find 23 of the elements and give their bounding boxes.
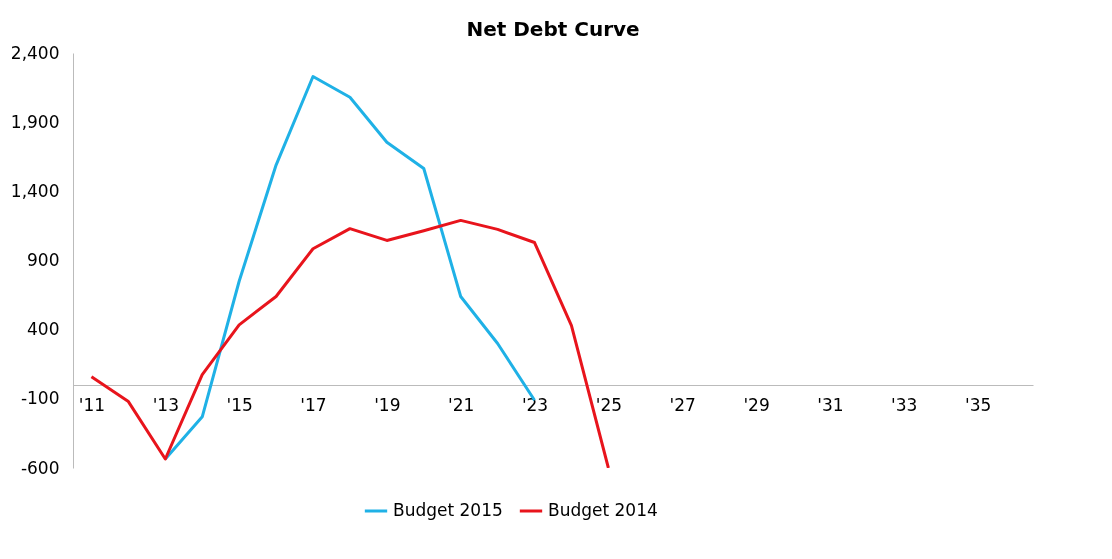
y-tick-label: 1,400 bbox=[10, 180, 60, 201]
x-tick-label: '11 bbox=[78, 394, 106, 415]
x-tick-label: '35 bbox=[964, 394, 992, 415]
x-tick-label: '33 bbox=[891, 394, 918, 415]
x-tick-label: '25 bbox=[595, 394, 623, 415]
x-tick-label: '13 bbox=[152, 394, 179, 415]
x-tick-label: '31 bbox=[817, 394, 844, 415]
x-tick-label: '23 bbox=[521, 394, 549, 415]
x-tick-label: '17 bbox=[300, 394, 327, 415]
x-tick-label: '29 bbox=[743, 394, 770, 415]
y-tick-label: 400 bbox=[27, 319, 60, 340]
y-tick-label: 2,400 bbox=[10, 42, 60, 63]
x-tick-label: '19 bbox=[374, 394, 401, 415]
x-tick-label: '21 bbox=[448, 394, 475, 415]
y-tick-label: -600 bbox=[20, 457, 60, 478]
legend-label: Budget 2015 bbox=[393, 500, 503, 520]
y-tick-label: 900 bbox=[27, 250, 60, 270]
y-tick-label: 1,900 bbox=[10, 111, 60, 132]
chart-title: Net Debt Curve bbox=[466, 17, 640, 41]
x-tick-label: '27 bbox=[669, 394, 696, 415]
y-tick-label: -100 bbox=[20, 388, 60, 409]
x-tick-label: '15 bbox=[226, 394, 253, 415]
legend-label: Budget 2014 bbox=[548, 500, 658, 520]
